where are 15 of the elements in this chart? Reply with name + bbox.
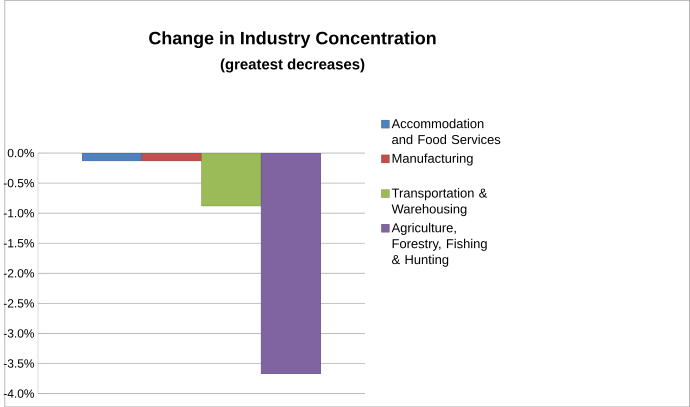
chart-title: Change in Industry Concentration (149, 31, 436, 48)
y-tick-label: 0.0% (8, 148, 34, 158)
legend-label: Agriculture, Forestry, Fishing & Hunting (392, 222, 487, 267)
legend-label: Manufacturing (392, 153, 473, 166)
y-tick-label: -3.0% (4, 329, 34, 338)
y-tick-label: -1.5% (4, 238, 34, 248)
legend-label: Accommodation and Food Services (392, 118, 500, 144)
y-tick-label: -1.0% (4, 208, 34, 218)
y-tick-label: -0.5% (4, 178, 34, 188)
legend-label: Transportation & Warehousing (392, 188, 488, 216)
y-tick-label: -2.5% (4, 299, 34, 308)
y-tick-label: -3.5% (4, 359, 34, 368)
y-tick-label: -4.0% (4, 389, 34, 398)
chart-subtitle: (greatest decreases) (220, 58, 364, 72)
y-tick-label: -2.0% (4, 268, 34, 278)
